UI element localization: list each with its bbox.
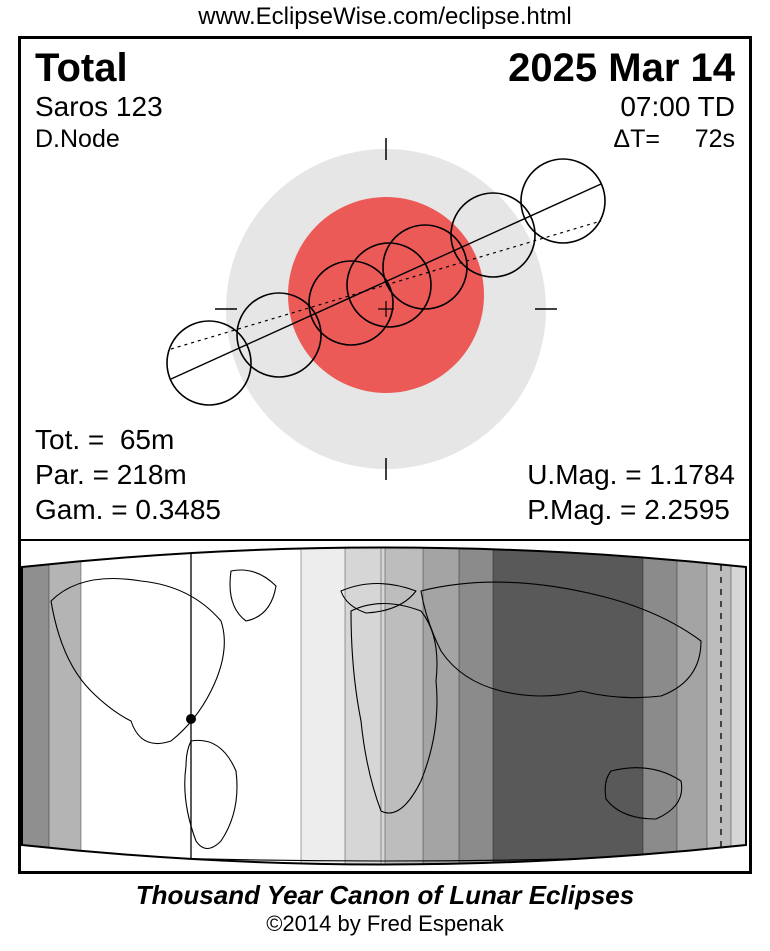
- saros-label: Saros 123: [35, 91, 163, 123]
- par-duration: Par. = 218m: [35, 459, 187, 490]
- umbral-magnitude: U.Mag. = 1.1784: [527, 459, 735, 490]
- source-url: www.EclipseWise.com/eclipse.html: [0, 0, 770, 36]
- durations-block: Tot. = 65m Par. = 218m Gam. = 0.3485: [35, 422, 221, 527]
- eclipse-date: 2025 Mar 14: [508, 47, 735, 89]
- delta-t: ΔT= 72s: [508, 125, 735, 154]
- gamma-value: Gam. = 0.3485: [35, 494, 221, 525]
- figure-footer: Thousand Year Canon of Lunar Eclipses ©2…: [0, 874, 770, 951]
- eclipse-type: Total: [35, 47, 163, 89]
- shadow-panel: Total Saros 123 D.Node 2025 Mar 14 07:00…: [21, 39, 749, 539]
- node-label: D.Node: [35, 125, 163, 154]
- tot-duration: Tot. = 65m: [35, 424, 174, 455]
- penumbral-magnitude: P.Mag. = 2.2595: [527, 494, 730, 525]
- eclipse-figure: www.EclipseWise.com/eclipse.html Total S…: [0, 0, 770, 951]
- header-right: 2025 Mar 14 07:00 TD ΔT= 72s: [508, 47, 735, 154]
- magnitudes-block: U.Mag. = 1.1784 P.Mag. = 2.2595: [527, 457, 735, 527]
- header-left: Total Saros 123 D.Node: [35, 47, 163, 154]
- canon-title: Thousand Year Canon of Lunar Eclipses: [0, 880, 770, 911]
- eclipse-time: 07:00 TD: [508, 91, 735, 123]
- visibility-map: [21, 541, 747, 871]
- visibility-map-panel: [21, 539, 749, 871]
- copyright-line: ©2014 by Fred Espenak: [0, 911, 770, 937]
- figure-frame: Total Saros 123 D.Node 2025 Mar 14 07:00…: [18, 36, 752, 874]
